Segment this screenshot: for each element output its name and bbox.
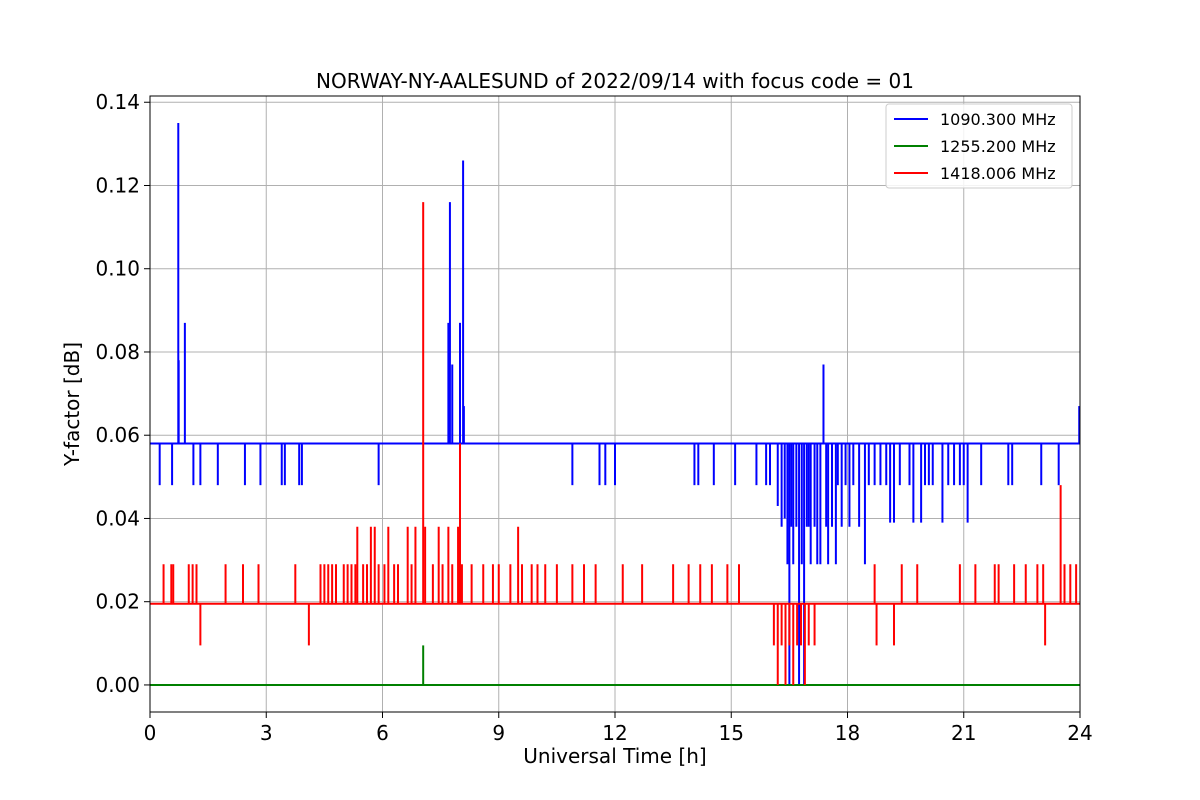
series-0 [150, 123, 1081, 685]
ticks: 0 3 6 9 12 15 18 21 24 0.00 0.02 0.04 0.06 0.08 0.10 0.… [95, 90, 1092, 745]
legend-label-0: 1090.300 MHz [940, 110, 1056, 129]
legend: 1090.300 MHz 1255.200 MHz 1418.006 MHz [885, 103, 1073, 189]
legend-label-2: 1418.006 MHz [940, 164, 1056, 183]
y-tick-label-7: 0.14 [95, 90, 140, 114]
y-tick-label-2: 0.04 [95, 506, 140, 530]
legend-box [885, 103, 1073, 189]
series-2 [150, 202, 1080, 685]
x-tick-label-3: 9 [492, 721, 505, 745]
y-tick-label-3: 0.06 [95, 423, 140, 447]
series-1 [150, 645, 1080, 686]
chart-title: NORWAY-NY-AALESUND of 2022/09/14 with fo… [316, 69, 914, 93]
y-tick-label-5: 0.10 [95, 257, 140, 281]
x-tick-label-6: 18 [835, 721, 860, 745]
x-tick-label-0: 0 [144, 721, 157, 745]
x-tick-label-5: 15 [719, 721, 744, 745]
y-tick-label-6: 0.12 [95, 173, 140, 197]
x-tick-label-7: 21 [951, 721, 976, 745]
y-tick-label-0: 0.00 [95, 673, 140, 697]
x-tick-label-1: 3 [260, 721, 273, 745]
legend-label-1: 1255.200 MHz [940, 137, 1056, 156]
x-tick-label-4: 12 [602, 721, 627, 745]
x-tick-label-2: 6 [376, 721, 389, 745]
y-tick-label-1: 0.02 [95, 590, 140, 614]
plot-area [150, 123, 1081, 686]
x-tick-label-8: 24 [1067, 721, 1092, 745]
y-tick-label-4: 0.08 [95, 340, 140, 364]
x-axis-title: Universal Time [h] [523, 744, 706, 768]
y-axis-title: Y-factor [dB] [60, 342, 84, 467]
